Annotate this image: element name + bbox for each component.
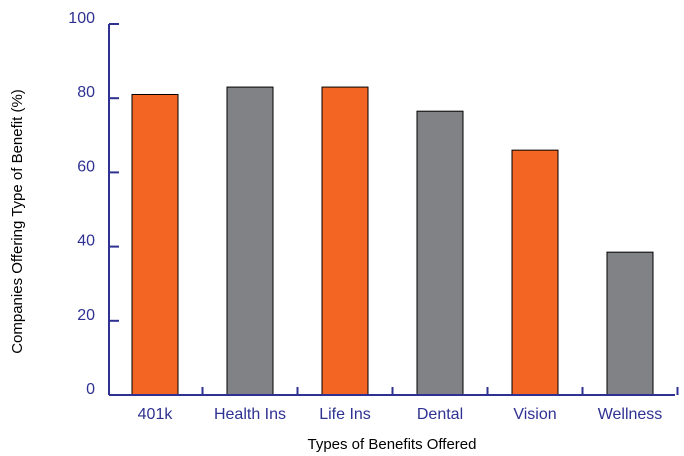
x-axis-title: Types of Benefits Offered <box>308 436 477 453</box>
bar-health-ins <box>226 86 274 396</box>
x-tick-label: Life Ins <box>319 406 371 423</box>
y-tick-label: 80 <box>77 84 95 101</box>
x-tick-label: Wellness <box>598 406 663 423</box>
y-tick-label: 20 <box>77 307 95 324</box>
x-ticks-group: 401k Health Ins Life Ins Dental Vision Wellne… <box>138 387 679 423</box>
x-tick-label: Dental <box>417 406 463 423</box>
bar-wellness <box>606 251 654 396</box>
y-tick-label: 60 <box>77 158 95 175</box>
x-tick-label: Health Ins <box>214 406 286 423</box>
bar-vision <box>511 149 559 396</box>
y-tick-label: 100 <box>68 10 95 27</box>
bar-life-ins <box>321 86 369 396</box>
y-tick-label: 0 <box>86 381 95 398</box>
bars-group <box>131 86 654 396</box>
bar-401k <box>131 93 179 396</box>
y-axis-title: Companies Offering Type of Benefit (%) <box>9 89 26 354</box>
bar-dental <box>416 110 464 396</box>
y-tick-label: 40 <box>77 233 95 250</box>
y-ticks-group: 0 20 40 60 80 100 <box>68 10 119 398</box>
x-tick-label: 401k <box>138 406 174 423</box>
x-tick-label: Vision <box>513 406 556 423</box>
